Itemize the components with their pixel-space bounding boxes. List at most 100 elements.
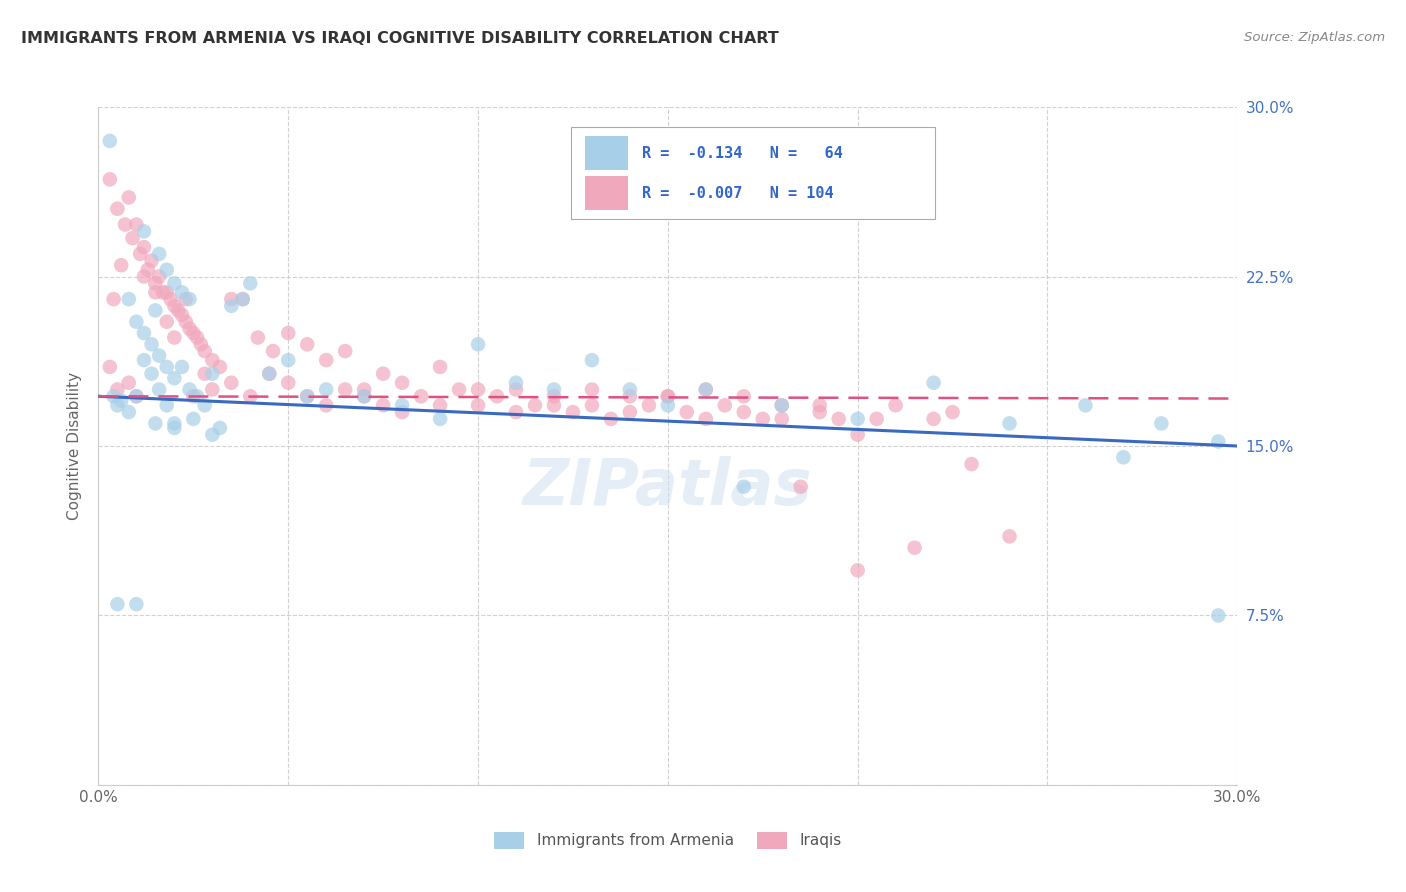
Point <box>505 383 527 397</box>
Point <box>846 427 869 442</box>
Point <box>391 405 413 419</box>
Point <box>315 353 337 368</box>
Point <box>277 376 299 390</box>
Point <box>118 292 141 306</box>
Point <box>429 412 451 426</box>
Point <box>657 389 679 403</box>
Point <box>107 383 129 397</box>
Point <box>163 371 186 385</box>
Point <box>201 367 224 381</box>
Point <box>145 303 167 318</box>
Point <box>581 383 603 397</box>
Point <box>1208 434 1230 449</box>
Point <box>353 383 375 397</box>
Point <box>163 277 186 291</box>
Point <box>118 376 141 390</box>
Point <box>98 359 121 374</box>
Point <box>145 277 167 291</box>
Point <box>201 383 224 397</box>
Point <box>733 389 755 403</box>
Point <box>960 457 983 471</box>
Point <box>163 330 186 344</box>
Point <box>714 398 737 412</box>
Point <box>103 389 125 403</box>
Point <box>141 367 163 381</box>
Point <box>846 563 869 577</box>
Point <box>828 412 851 426</box>
Point <box>208 421 231 435</box>
Point <box>163 299 186 313</box>
Point <box>121 231 143 245</box>
Point <box>148 349 170 363</box>
Point <box>148 383 170 397</box>
Point <box>125 315 148 329</box>
Point <box>170 285 193 300</box>
Y-axis label: Cognitive Disability: Cognitive Disability <box>67 372 83 520</box>
Point <box>1208 608 1230 623</box>
Point <box>174 292 197 306</box>
Point <box>619 389 641 403</box>
Point <box>132 240 155 254</box>
Point <box>186 330 208 344</box>
Point <box>524 398 547 412</box>
Point <box>371 398 394 412</box>
Point <box>1074 398 1097 412</box>
Point <box>132 353 155 368</box>
Point <box>1150 417 1173 431</box>
Point <box>221 299 243 313</box>
Point <box>353 389 375 403</box>
Point <box>194 367 217 381</box>
Point <box>232 292 254 306</box>
Point <box>183 389 205 403</box>
Point <box>429 398 451 412</box>
Point <box>411 389 433 403</box>
Text: IMMIGRANTS FROM ARMENIA VS IRAQI COGNITIVE DISABILITY CORRELATION CHART: IMMIGRANTS FROM ARMENIA VS IRAQI COGNITI… <box>21 31 779 46</box>
Point <box>752 412 775 426</box>
Point <box>201 353 224 368</box>
Point <box>467 398 489 412</box>
Point <box>315 398 337 412</box>
Point <box>183 326 205 340</box>
Point <box>141 337 163 351</box>
Point <box>110 258 132 272</box>
Point <box>186 389 208 403</box>
Point <box>259 367 281 381</box>
Point <box>190 337 212 351</box>
Point <box>148 269 170 284</box>
Point <box>170 308 193 322</box>
Point <box>391 376 413 390</box>
Point <box>733 480 755 494</box>
Point <box>232 292 254 306</box>
Point <box>221 292 243 306</box>
Point <box>125 389 148 403</box>
Point <box>942 405 965 419</box>
Point <box>246 330 269 344</box>
Point <box>790 480 813 494</box>
Point <box>297 337 319 351</box>
Point <box>163 417 186 431</box>
Point <box>695 412 717 426</box>
Point <box>543 398 565 412</box>
Point <box>179 383 201 397</box>
Text: R =  -0.007   N = 104: R = -0.007 N = 104 <box>641 186 834 201</box>
Point <box>297 389 319 403</box>
Point <box>733 405 755 419</box>
Point <box>145 285 167 300</box>
Point <box>884 398 907 412</box>
Point <box>657 398 679 412</box>
Legend: Immigrants from Armenia, Iraqis: Immigrants from Armenia, Iraqis <box>488 825 848 855</box>
Point <box>866 412 889 426</box>
Point <box>695 383 717 397</box>
Point <box>129 247 152 261</box>
Point <box>922 412 945 426</box>
Point <box>543 389 565 403</box>
Point <box>163 421 186 435</box>
Point <box>998 417 1021 431</box>
Point <box>183 412 205 426</box>
Point <box>156 359 179 374</box>
Point <box>770 398 793 412</box>
Point <box>505 405 527 419</box>
Point <box>562 405 585 419</box>
Point <box>179 321 201 335</box>
Point <box>695 383 717 397</box>
